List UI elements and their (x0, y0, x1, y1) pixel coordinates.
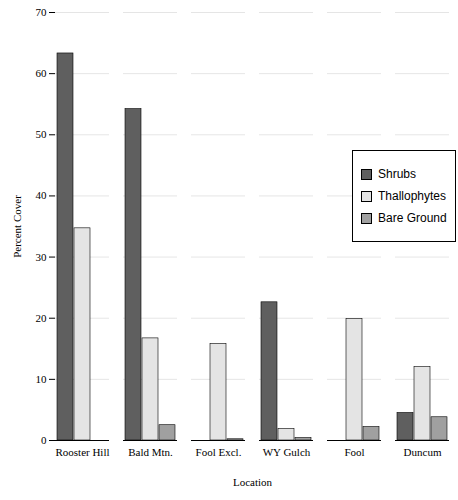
svg-text:0: 0 (41, 434, 47, 446)
svg-text:Duncum: Duncum (404, 446, 442, 458)
html-text:Shrubs: Shrubs (378, 167, 416, 181)
svg-text:Fool: Fool (344, 446, 364, 458)
svg-text:10: 10 (36, 373, 48, 385)
svg-text:WY Gulch: WY Gulch (263, 446, 311, 458)
svg-text:Location: Location (233, 476, 273, 488)
svg-text:40: 40 (36, 189, 48, 201)
svg-text:Bald Mtn.: Bald Mtn. (128, 446, 173, 458)
svg-text:70: 70 (36, 6, 48, 18)
svg-text:30: 30 (36, 251, 48, 263)
svg-text:Rooster Hill: Rooster Hill (55, 446, 109, 458)
svg-text:50: 50 (36, 128, 48, 140)
svg-text:Fool Excl.: Fool Excl. (196, 446, 242, 458)
html-text:Bare Ground: Bare Ground (378, 211, 447, 225)
svg-text:60: 60 (36, 67, 48, 79)
svg-text:20: 20 (36, 312, 48, 324)
html-text:Thallophytes: Thallophytes (378, 189, 446, 203)
svg-text:Percent Cover: Percent Cover (11, 195, 23, 258)
